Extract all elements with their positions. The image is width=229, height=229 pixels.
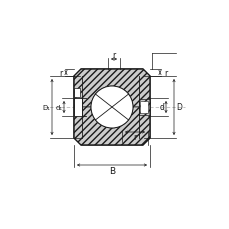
Text: D₁: D₁: [42, 105, 50, 111]
Text: d: d: [159, 103, 164, 112]
Polygon shape: [74, 89, 80, 98]
Circle shape: [91, 87, 132, 128]
Text: r: r: [59, 69, 62, 78]
Text: B: B: [109, 167, 114, 176]
Text: r: r: [112, 50, 115, 59]
Text: D: D: [175, 103, 181, 112]
Polygon shape: [74, 98, 82, 117]
Text: r: r: [133, 133, 136, 142]
Polygon shape: [138, 100, 149, 115]
Polygon shape: [140, 101, 148, 114]
Polygon shape: [74, 70, 149, 145]
Polygon shape: [74, 70, 149, 108]
Text: d₁: d₁: [55, 105, 62, 111]
Polygon shape: [74, 108, 149, 145]
Text: r: r: [164, 69, 167, 78]
